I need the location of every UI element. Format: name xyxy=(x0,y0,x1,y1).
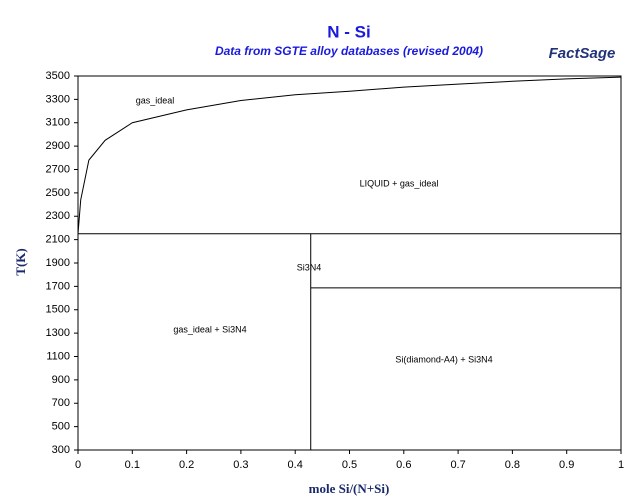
y-tick-label: 1700 xyxy=(46,280,70,292)
y-tick-label: 3500 xyxy=(46,70,70,82)
phase-boundary xyxy=(77,76,622,234)
x-tick-label: 1 xyxy=(618,459,624,471)
y-tick-label: 1300 xyxy=(46,327,70,339)
y-tick-label: 2300 xyxy=(46,210,70,222)
y-tick-label: 2700 xyxy=(46,163,70,175)
x-tick-label: 0.8 xyxy=(505,459,520,471)
x-tick-label: 0.5 xyxy=(342,459,357,471)
region-label: Si3N4 xyxy=(297,262,322,272)
y-tick-label: 500 xyxy=(52,421,70,433)
y-tick-label: 1100 xyxy=(46,350,70,362)
y-tick-label: 700 xyxy=(52,397,70,409)
x-tick-label: 0.9 xyxy=(559,459,574,471)
y-tick-label: 3300 xyxy=(46,93,70,105)
x-tick-label: 0 xyxy=(75,459,81,471)
y-tick-label: 300 xyxy=(52,444,70,456)
chart-title: N - Si xyxy=(327,22,370,41)
logo: FactSage xyxy=(549,45,616,62)
y-tick-label: 2100 xyxy=(46,234,70,246)
chart-subtitle: Data from SGTE alloy databases (revised … xyxy=(215,44,483,58)
x-tick-label: 0.6 xyxy=(396,459,411,471)
y-axis-label: T(K) xyxy=(13,248,28,275)
region-label: gas_ideal + Si3N4 xyxy=(173,324,246,334)
y-tick-label: 1900 xyxy=(46,257,70,269)
y-tick-label: 3100 xyxy=(46,117,70,129)
x-tick-label: 0.7 xyxy=(450,459,465,471)
y-tick-label: 2500 xyxy=(46,187,70,199)
y-tick-label: 1500 xyxy=(46,304,70,316)
y-tick-label: 900 xyxy=(52,374,70,386)
x-tick-label: 0.3 xyxy=(233,459,248,471)
x-tick-label: 0.4 xyxy=(288,459,303,471)
y-tick-label: 2900 xyxy=(46,140,70,152)
region-label: LIQUID + gas_ideal xyxy=(360,178,439,188)
plot-frame xyxy=(77,75,622,451)
region-label: gas_ideal xyxy=(136,95,175,105)
x-tick-label: 0.1 xyxy=(125,459,140,471)
x-axis-label: mole Si/(N+Si) xyxy=(309,481,390,496)
region-label: Si(diamond-A4) + Si3N4 xyxy=(395,354,492,364)
x-tick-label: 0.2 xyxy=(179,459,194,471)
